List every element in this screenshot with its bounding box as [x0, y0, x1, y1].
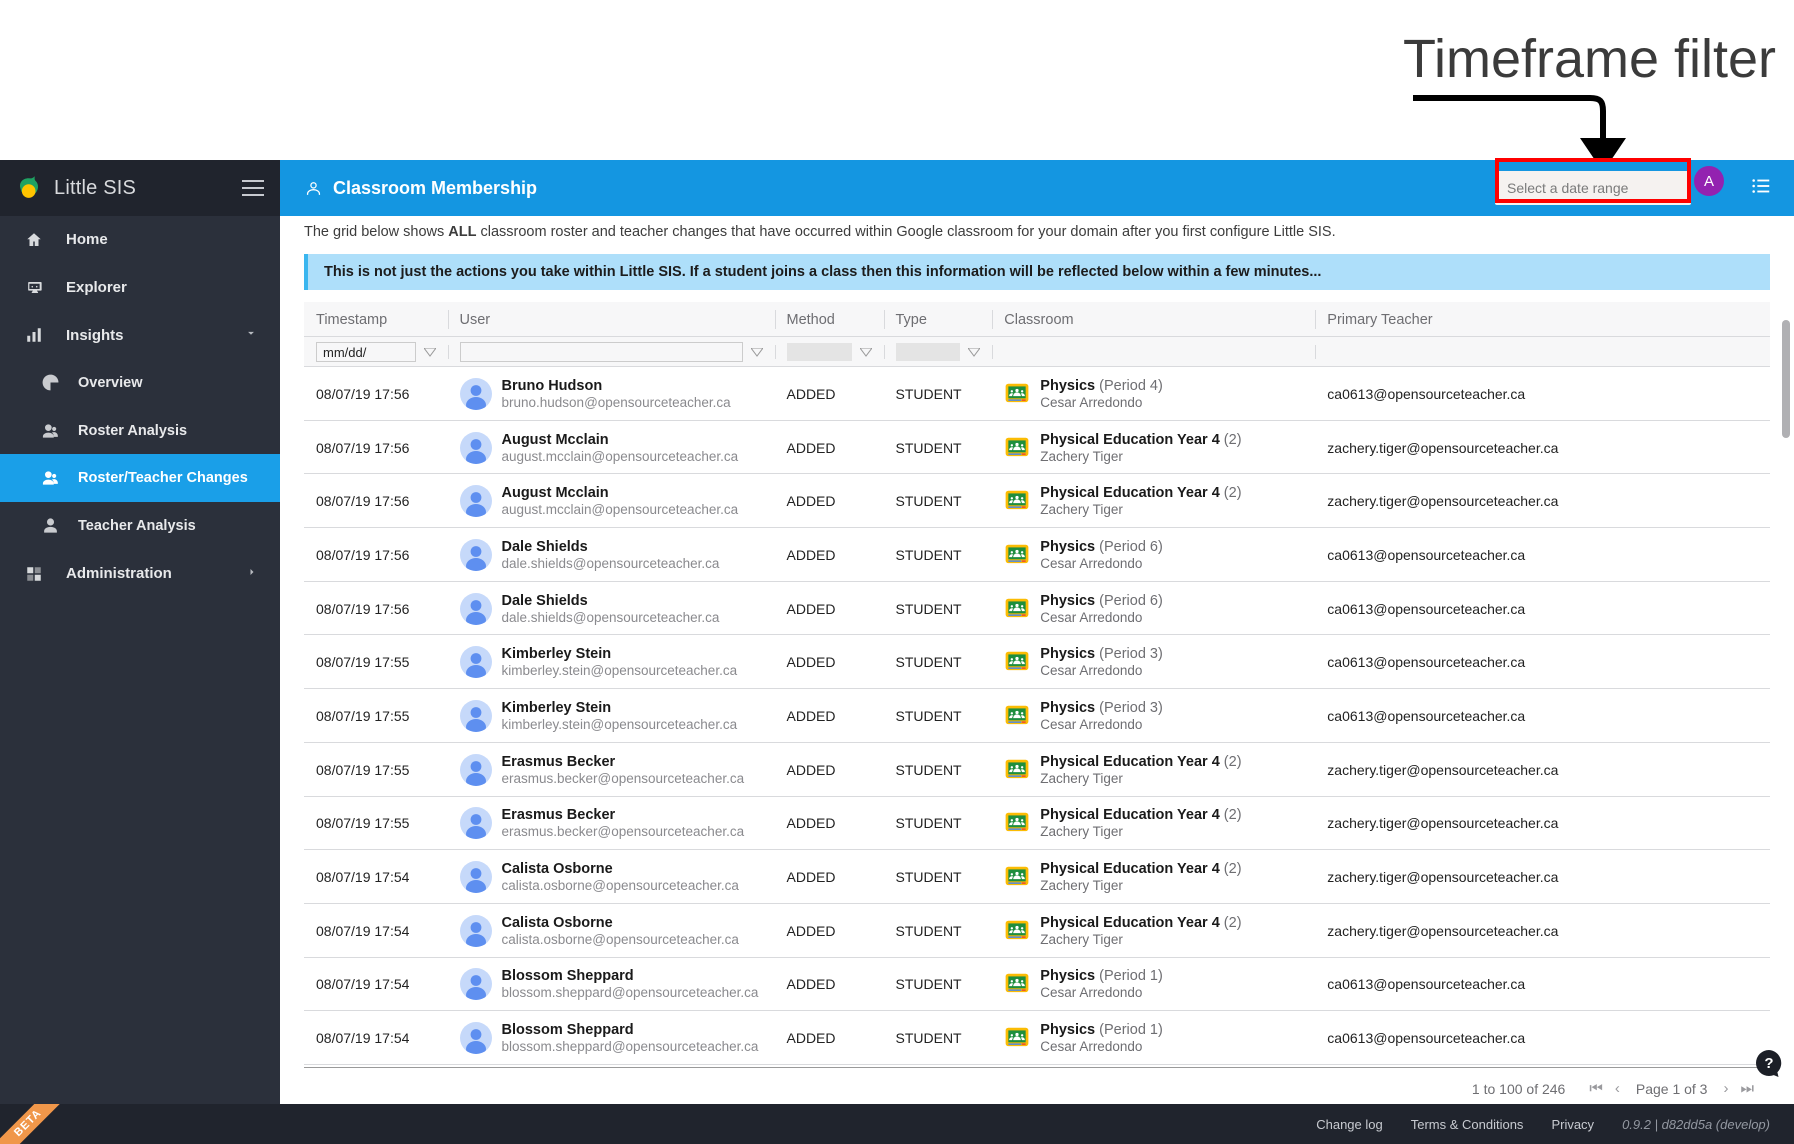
svg-text:?: ?	[1764, 1055, 1773, 1072]
